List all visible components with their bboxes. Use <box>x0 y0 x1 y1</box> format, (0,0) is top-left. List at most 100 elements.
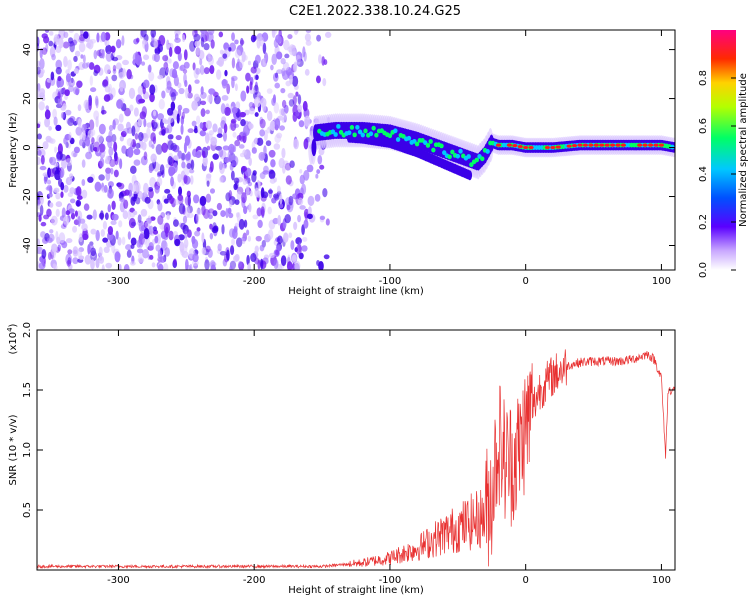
noise-speck <box>193 93 200 103</box>
noise-speck <box>75 186 82 197</box>
noise-speck <box>187 128 194 134</box>
noise-speck <box>37 123 41 129</box>
noise-speck <box>242 149 247 156</box>
noise-speck <box>118 263 122 270</box>
noise-speck <box>129 207 135 213</box>
y-tick-label: 20 <box>22 92 33 105</box>
noise-speck <box>257 259 261 270</box>
noise-speck <box>74 210 78 217</box>
noise-speck <box>226 83 231 95</box>
noise-speck <box>171 68 178 79</box>
noise-speck <box>177 104 183 111</box>
noise-speck <box>209 188 216 194</box>
noise-speck <box>46 179 52 185</box>
noise-speck <box>267 189 273 194</box>
noise-speck <box>210 136 218 146</box>
noise-speck <box>103 94 111 102</box>
noise-speck <box>202 150 206 158</box>
noise-speck <box>139 232 145 239</box>
noise-speck <box>247 263 252 270</box>
noise-speck <box>126 249 132 258</box>
noise-speck <box>172 162 178 174</box>
noise-speck <box>257 207 262 215</box>
noise-speck <box>46 208 52 217</box>
noise-speck <box>167 115 174 124</box>
noise-speck <box>161 142 168 153</box>
noise-speck <box>274 82 280 89</box>
noise-speck <box>236 44 244 56</box>
signal-peak <box>593 143 599 147</box>
x-tick-label: -200 <box>243 575 266 586</box>
noise-speck <box>241 51 246 63</box>
noise-speck <box>302 46 306 58</box>
noise-speck <box>161 90 166 99</box>
noise-speck <box>82 31 89 39</box>
signal-peak <box>528 145 534 150</box>
noise-speck <box>40 155 45 165</box>
noise-speck <box>282 160 289 165</box>
noise-speck <box>258 181 262 189</box>
noise-speck <box>199 195 207 206</box>
noise-speck <box>289 160 295 169</box>
noise-speck <box>246 85 250 94</box>
noise-speck <box>112 64 117 72</box>
noise-speck <box>168 58 172 64</box>
noise-speck <box>131 174 137 186</box>
colorbar: 0.0 0.2 0.4 0.6 0.8 Normalized spectral ampl… <box>698 30 749 278</box>
noise-speck <box>216 60 223 66</box>
noise-speck <box>241 236 247 242</box>
noise-speck <box>138 131 144 142</box>
noise-speck <box>290 240 295 251</box>
noise-speck <box>68 131 72 141</box>
noise-speck <box>107 225 114 236</box>
noise-speck <box>95 258 100 269</box>
noise-speck <box>270 64 274 71</box>
snr-y-multiplier-close: ) <box>8 323 19 327</box>
noise-speck <box>251 147 257 154</box>
noise-speck <box>105 170 111 182</box>
signal-core <box>355 124 360 130</box>
noise-speck <box>83 99 90 110</box>
noise-speck <box>48 192 53 198</box>
noise-speck <box>144 196 151 204</box>
signal-peak <box>642 143 648 147</box>
noise-speck <box>93 141 101 153</box>
noise-speck <box>201 204 206 216</box>
noise-speck <box>111 74 118 82</box>
noise-speck <box>230 75 238 82</box>
noise-speck <box>70 212 76 220</box>
noise-speck <box>283 114 287 123</box>
x-tick-label: -100 <box>379 575 402 586</box>
noise-speck <box>38 214 42 222</box>
noise-speck <box>157 215 164 225</box>
noise-speck <box>39 88 46 96</box>
noise-speck <box>138 220 145 232</box>
noise-speck <box>147 187 154 192</box>
noise-speck <box>269 178 276 184</box>
noise-speck <box>255 235 262 242</box>
noise-speck <box>293 138 299 150</box>
noise-speck <box>105 155 111 163</box>
noise-speck <box>174 45 182 55</box>
noise-speck <box>172 61 179 70</box>
noise-speck <box>49 138 56 144</box>
noise-speck <box>242 178 247 185</box>
noise-speck <box>120 130 127 138</box>
noise-speck <box>322 187 328 198</box>
noise-speck <box>254 54 261 64</box>
noise-speck <box>117 236 122 246</box>
noise-speck <box>245 185 250 196</box>
noise-speck <box>41 96 46 102</box>
noise-speck <box>292 95 297 106</box>
noise-speck <box>180 124 184 135</box>
noise-speck <box>279 203 284 209</box>
noise-speck <box>168 230 174 241</box>
noise-speck <box>134 133 139 140</box>
noise-speck <box>40 68 45 74</box>
noise-speck <box>212 123 218 133</box>
noise-speck <box>246 254 250 266</box>
noise-speck <box>284 162 292 171</box>
noise-speck <box>208 130 215 136</box>
